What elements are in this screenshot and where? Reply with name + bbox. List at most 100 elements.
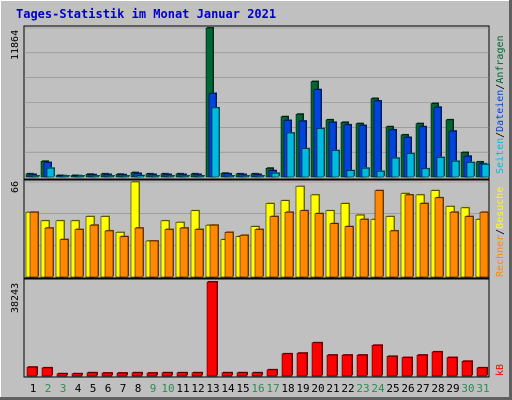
rechner-bar — [404, 194, 414, 278]
rechner-bar — [44, 227, 54, 278]
rechner-bar — [59, 239, 69, 278]
rechner-bar — [284, 211, 294, 278]
traffic-legend: kB — [495, 364, 506, 376]
hits-gridlines — [24, 27, 489, 153]
hits-legend: Seiten/Dateien/Anfragen — [495, 35, 506, 174]
visits-panel: 66 — [10, 179, 490, 279]
day-label: 18 — [281, 382, 294, 395]
kb-bar — [221, 372, 233, 377]
seiten-bar-shadow — [33, 174, 40, 176]
day-label: 24 — [371, 382, 385, 395]
traffic-ymax-label: 38243 — [10, 283, 21, 313]
seiten-bar-shadow — [243, 175, 250, 176]
rechner-bar — [359, 219, 369, 278]
rechner-bar — [434, 197, 444, 278]
day-label: 30 — [461, 382, 474, 395]
rechner-bar — [179, 227, 189, 278]
seiten-bar — [421, 168, 430, 178]
rechner-bar — [104, 230, 114, 278]
day-label: 26 — [401, 382, 414, 395]
day-label: 29 — [446, 382, 459, 395]
kb-bar — [116, 372, 128, 377]
legend-dateien: Dateien — [495, 90, 506, 132]
traffic-bars — [26, 281, 488, 377]
seiten-bar-shadow — [153, 174, 160, 176]
seiten-bar-shadow — [78, 175, 85, 176]
seiten-bar — [61, 175, 70, 178]
kb-bar — [326, 354, 338, 377]
day-label: 20 — [311, 382, 324, 395]
kb-bar — [236, 372, 248, 377]
seiten-bar — [226, 175, 235, 178]
seiten-bar — [286, 132, 295, 178]
seiten-bar — [121, 175, 130, 178]
rechner-bar — [239, 235, 249, 278]
rechner-bar — [344, 226, 354, 278]
kb-bar — [431, 351, 443, 377]
kb-bar — [401, 357, 413, 377]
seiten-bar — [316, 128, 325, 178]
seiten-bar — [76, 175, 85, 178]
rechner-bar — [74, 229, 84, 278]
seiten-bar — [466, 162, 475, 178]
seiten-bar-shadow — [228, 174, 235, 176]
day-label: 25 — [386, 382, 399, 395]
day-label: 5 — [90, 382, 97, 395]
day-label: 19 — [296, 382, 309, 395]
seiten-bar-shadow — [198, 174, 205, 176]
legend-kb: kB — [495, 364, 506, 376]
kb-bar — [296, 352, 308, 377]
seiten-bar — [241, 175, 250, 178]
rechner-bar — [194, 229, 204, 278]
kb-bar — [371, 345, 383, 377]
kb-bar — [266, 369, 278, 377]
seiten-bar — [181, 175, 190, 178]
kb-bar — [161, 372, 173, 377]
kb-bar — [101, 372, 113, 377]
rechner-bar — [329, 223, 339, 278]
kb-bar — [146, 372, 158, 377]
seiten-bar — [136, 175, 145, 178]
kb-bar — [476, 367, 488, 377]
chart-title: Tages-Statistik im Monat Januar 2021 — [16, 7, 276, 21]
rechner-bar — [449, 211, 459, 278]
visits-ymax-label: 66 — [10, 181, 21, 193]
seiten-bar — [331, 150, 340, 178]
rechner-bar — [419, 203, 429, 278]
kb-bar — [176, 372, 188, 377]
day-label: 3 — [60, 382, 67, 395]
day-axis-labels: 1 2 3 4 5 6 7 8 9 10 11 12 13 14 15 16 17 18 19 20 21 22 23 24 2… — [30, 382, 490, 395]
legend-anfragen: Anfragen — [495, 35, 506, 83]
seiten-bar — [301, 148, 310, 178]
day-label: 16 — [251, 382, 264, 395]
rechner-bar — [149, 240, 159, 278]
rechner-bar — [89, 224, 99, 278]
kb-bar — [356, 354, 368, 377]
day-label: 12 — [191, 382, 204, 395]
hits-ymax-label: 11864 — [10, 30, 21, 60]
day-label: 11 — [176, 382, 189, 395]
seiten-bar — [166, 175, 175, 178]
day-label: 15 — [236, 382, 249, 395]
kb-bar — [41, 367, 53, 377]
day-label: 7 — [120, 382, 127, 395]
day-label: 10 — [161, 382, 174, 395]
kb-bar — [86, 372, 98, 377]
seiten-bar — [256, 175, 265, 178]
traffic-panel: 38243 — [10, 278, 490, 378]
seiten-bar — [46, 167, 55, 178]
day-label: 8 — [135, 382, 142, 395]
seiten-bar — [211, 107, 220, 178]
day-label: 17 — [266, 382, 279, 395]
legend-besuche: Besuche — [495, 187, 506, 229]
legend-seiten: Seiten — [495, 138, 506, 174]
visits-bars — [25, 181, 489, 278]
seiten-bar — [406, 153, 415, 178]
seiten-bar — [91, 175, 100, 178]
legend-sep: / — [495, 132, 506, 138]
dateien-bar — [343, 124, 352, 178]
rechner-bar — [479, 211, 489, 278]
kb-bar — [56, 373, 68, 377]
legend-sep: / — [495, 229, 506, 235]
visits-legend: Rechner/Besuche — [495, 187, 506, 277]
